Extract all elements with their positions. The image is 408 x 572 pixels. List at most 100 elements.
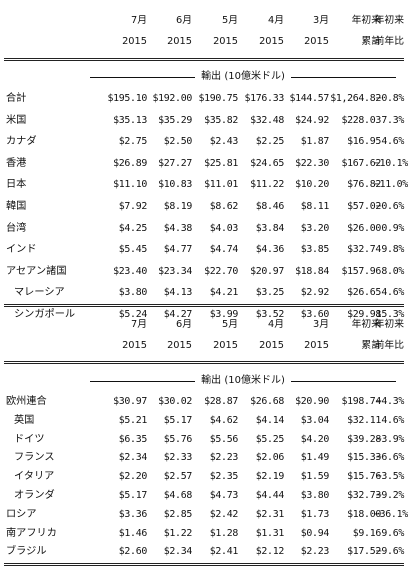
table-row: インド $5.45 $4.77 $4.74 $4.36 $3.85 $32.74 9.8% [0,239,408,261]
value-may: $28.87 [204,396,238,407]
col-month-1: 7月 [130,319,147,330]
table-row: アセアン諸国 $23.40 $23.34 $22.70 $20.97 $18.84 $157… [0,261,408,283]
row-label: マレーシア [14,287,65,299]
value-may: $2.35 [209,471,239,483]
value-apr: $1.31 [255,527,285,539]
value-yoy: 9.8% [381,244,404,256]
value-jul: $6.35 [118,433,148,445]
table-row: 日本 $11.10 $10.83 $11.01 $11.22 $10.20 $76.82 −1… [0,174,408,196]
table-row: 英国 $5.21 $5.17 $4.62 $4.14 $3.04 $32.11 4.6% [0,410,408,432]
value-mar: $3.04 [300,414,330,426]
table-row: カナダ $2.75 $2.50 $2.43 $2.25 $1.87 $16.95 4.6% [0,131,408,153]
table-row: 欧州連合 $30.97 $30.02 $28.87 $26.68 $20.90 $198.7… [0,391,408,413]
value-jul: $195.10 [107,93,147,104]
value-ytd: $18.00 [347,508,381,520]
table-row: オランダ $5.17 $4.68 $4.73 $4.44 $3.80 $32.73 −9.2% [0,485,408,507]
section1-header-years: 2015 2015 2015 2015 2015 累計 前年比 [0,31,408,53]
value-jul: $2.60 [118,546,148,558]
col-ytd-sublabel: 累計 [361,340,381,351]
value-ytd: $39.28 [347,433,381,445]
value-ytd: $157.96 [341,265,381,277]
table-row: 米国 $35.13 $35.29 $35.82 $32.48 $24.92 $228.03 7… [0,110,408,132]
value-mar: $3.60 [300,309,330,320]
table-row: 南アフリカ $1.46 $1.22 $1.28 $1.31 $0.94 $9.16 9.6% [0,523,408,545]
row-label: ロシア [6,508,37,520]
value-jun: $2.57 [163,471,193,483]
value-ytd: $15.33 [347,452,381,464]
table-row: 合計 $195.10 $192.00 $190.75 $176.33 $144.57 $1,… [0,88,408,110]
table-row: 韓国 $7.92 $8.19 $8.62 $8.46 $8.11 $57.02 −0.6% [0,196,408,218]
value-jun: $5.17 [163,414,193,426]
value-apr: $4.44 [255,490,285,501]
value-may: $2.41 [209,546,239,558]
value-yoy: −6.6% [375,452,405,464]
value-may: $3.99 [209,309,239,320]
value-apr: $11.22 [250,179,284,191]
value-ytd: $76.82 [347,179,381,191]
value-jun: $8.19 [163,201,193,212]
row-label: 欧州連合 [6,396,47,407]
value-mar: $3.80 [300,490,330,501]
value-apr: $4.36 [255,244,285,256]
value-ytd: $26.00 [347,222,381,234]
value-yoy: −3.9% [375,433,405,445]
value-ytd: $228.03 [341,114,381,126]
value-yoy: −0.8% [375,93,405,104]
col-month-4: 4月 [267,319,284,330]
value-mar: $10.20 [295,179,329,191]
value-jul: $11.10 [113,179,147,191]
value-mar: $1.59 [300,471,330,483]
value-yoy: −4.3% [375,396,405,407]
value-ytd: $198.74 [341,396,381,407]
value-yoy: 4.6% [381,414,404,426]
value-ytd: $32.74 [347,244,381,256]
value-may: $5.56 [209,433,239,445]
value-jul: $2.75 [118,136,148,148]
section2-header-months: 7月 6月 5月 4月 3月 年初来 年初来 [0,314,408,336]
value-mar: $22.30 [295,157,329,169]
row-label: ブラジル [6,546,47,558]
value-jun: $30.02 [158,396,192,407]
row-label: シンガポール [14,309,76,320]
value-ytd: $32.73 [347,490,381,501]
value-apr: $32.48 [250,114,284,126]
value-jul: $2.34 [118,452,148,464]
col-month-2: 6月 [175,319,192,330]
value-ytd: $16.95 [347,136,381,148]
row-label: フランス [14,452,55,464]
value-jun: $4.68 [163,490,193,501]
value-yoy: 4.6% [381,287,404,299]
value-yoy: 7.3% [381,114,404,126]
row-label: 英国 [14,414,35,426]
row-label: 台湾 [6,222,27,234]
col-year-3: 2015 [213,340,238,351]
col-year-2: 2015 [167,36,192,47]
col-month-3: 5月 [221,15,238,26]
value-yoy: −10.1% [374,157,408,169]
value-may: $25.81 [204,157,238,169]
value-mar: $144.57 [289,93,329,104]
value-apr: $176.33 [244,93,284,104]
row-label: イタリア [14,471,55,483]
section1-units-label: 輸出 (10億米ドル) [195,71,291,82]
section-divider [4,304,404,307]
value-yoy: 8.0% [381,265,404,277]
row-label: 合計 [6,93,27,104]
value-jul: $5.21 [118,414,148,426]
value-may: $8.62 [209,201,239,212]
value-yoy: 4.6% [381,136,404,148]
value-jun: $4.13 [163,287,193,299]
col-month-1: 7月 [130,15,147,26]
value-jul: $4.25 [118,222,148,234]
value-may: $4.62 [209,414,239,426]
value-jul: $3.36 [118,508,148,520]
value-apr: $8.46 [255,201,285,212]
value-mar: $2.92 [300,287,330,299]
value-mar: $8.11 [300,201,330,212]
table-row: ロシア $3.36 $2.85 $2.42 $2.31 $1.73 $18.00 −36.1% [0,504,408,526]
value-yoy: −0.6% [375,201,405,212]
value-may: $4.03 [209,222,239,234]
value-ytd: $17.52 [347,546,381,558]
value-yoy: −3.5% [375,471,405,483]
value-jul: $7.92 [118,201,148,212]
